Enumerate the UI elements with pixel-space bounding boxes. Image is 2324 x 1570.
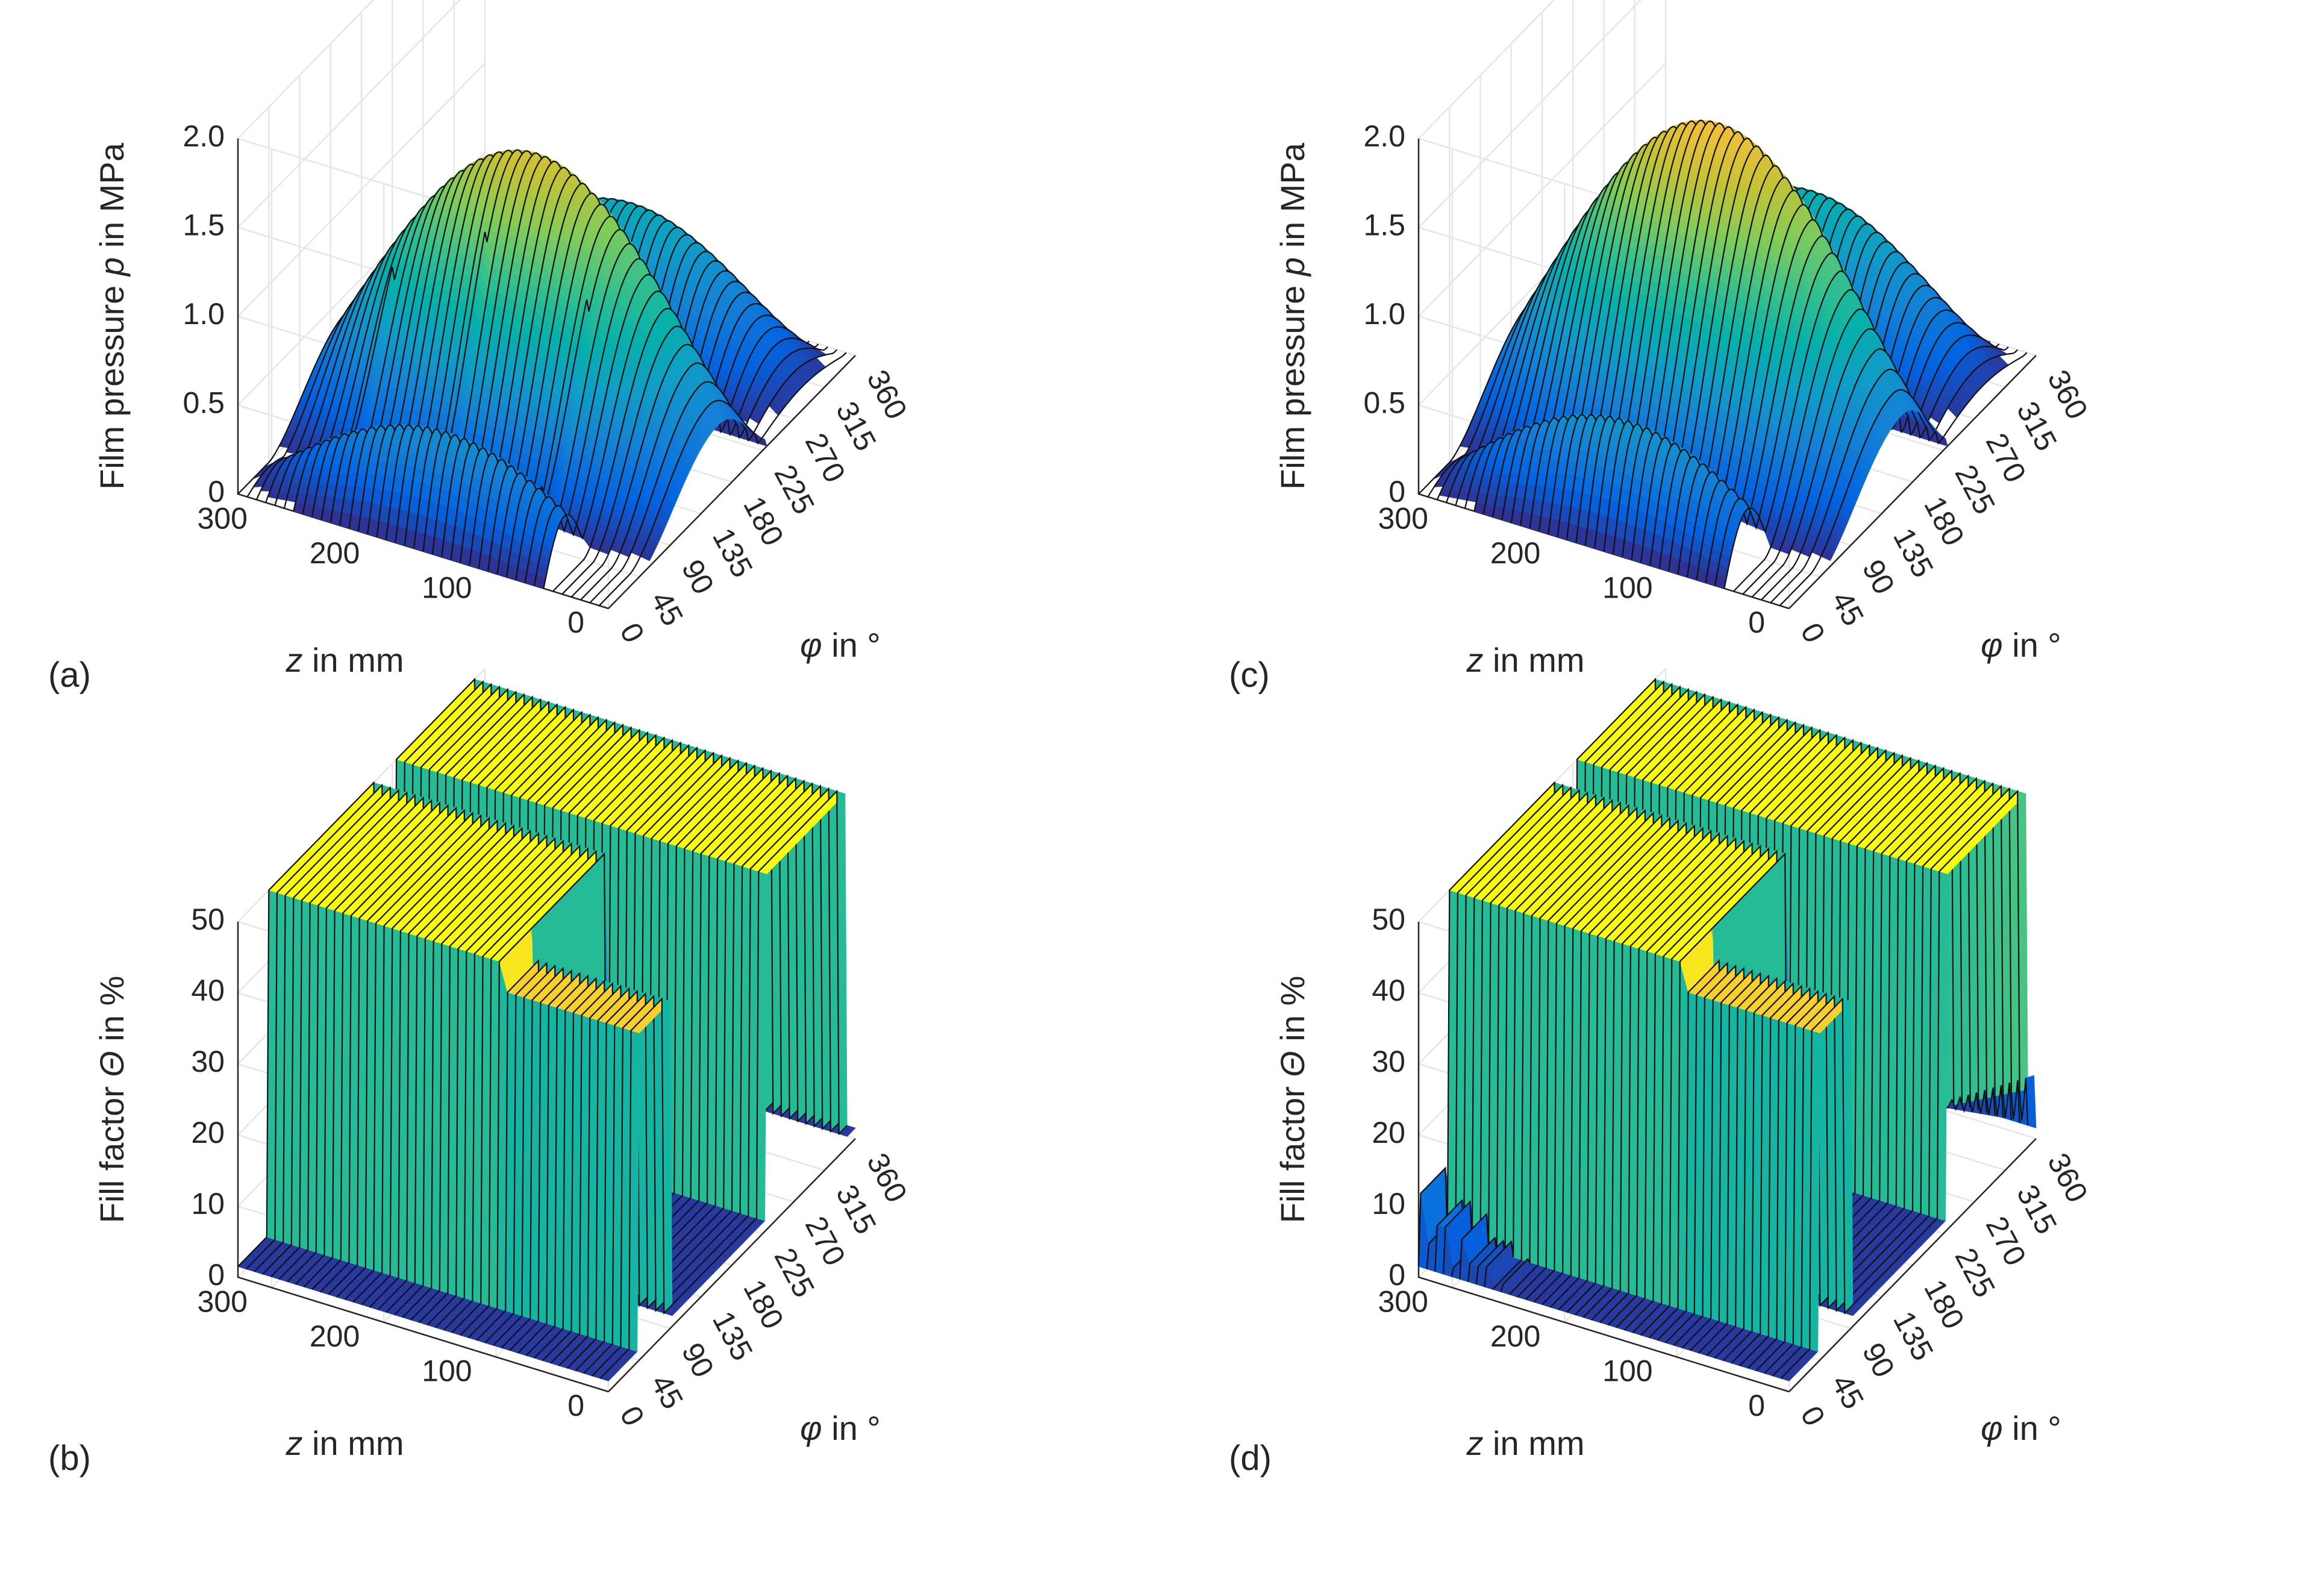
phi-tick-label: 0 (613, 618, 651, 648)
phi-tick-label: 90 (675, 554, 721, 599)
phi-axis-line (608, 355, 856, 609)
panel-a: 00.51.01.52.0045901351802252703153600100… (48, 0, 914, 695)
phi-axis-title-part: φ (800, 626, 822, 664)
z-axis-tick-label: 100 (422, 571, 472, 604)
vertical-axis-label-part: in MPa (93, 142, 131, 257)
vertical-axis-label-part: p (93, 257, 131, 277)
z-tick-label: 1.5 (183, 208, 225, 242)
panel-b: 0102030405004590135180225270315360010020… (48, 668, 914, 1478)
z-axis-tick-label: 200 (310, 536, 360, 570)
z-axis-title-part: in mm (303, 641, 404, 679)
z-axis-title-part: z (286, 641, 303, 679)
z-axis-tick-label: 300 (197, 501, 247, 535)
phi-axis-title: φ in ° (800, 626, 881, 664)
z-tick-label: 0.5 (183, 386, 225, 420)
z-tick-label: 2.0 (183, 119, 225, 153)
panel-label: (a) (48, 655, 91, 695)
z-axis-tick-label: 0 (567, 605, 584, 639)
vertical-axis-label: Film pressure p in MPa (93, 142, 131, 490)
phi-axis-title-part: in ° (822, 626, 881, 664)
vertical-axis-label-part: Film pressure (93, 276, 131, 490)
z-tick-label: 1.0 (183, 297, 225, 331)
z-axis-title: z in mm (286, 641, 404, 679)
phi-tick-label: 45 (645, 586, 690, 631)
